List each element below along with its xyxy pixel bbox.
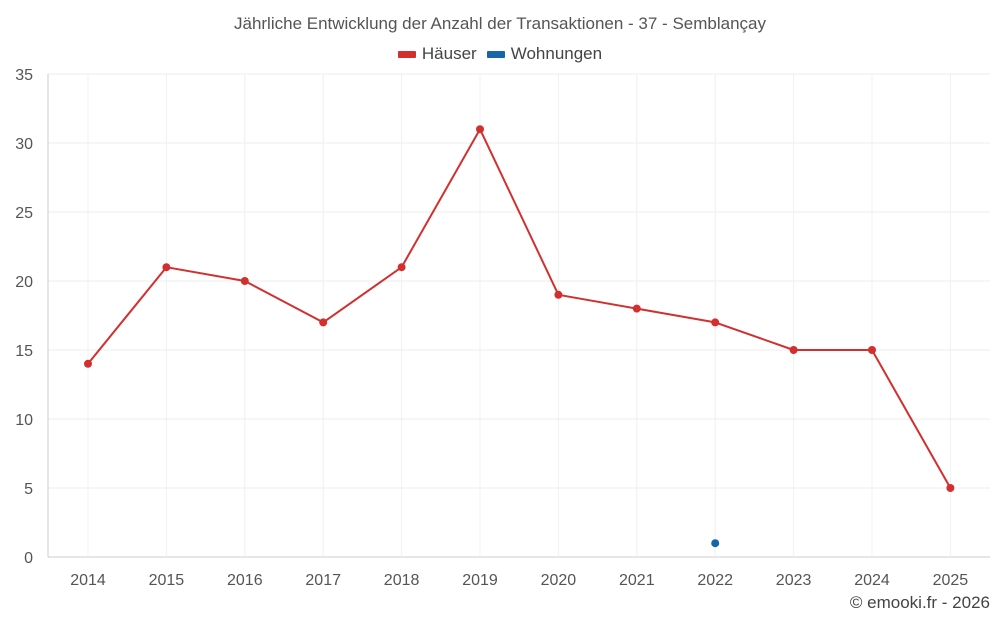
legend-item-wohnungen[interactable]: Wohnungen xyxy=(486,44,603,64)
data-point-0 xyxy=(554,290,563,299)
x-tick-label: 2015 xyxy=(149,572,185,589)
data-point-0 xyxy=(789,346,798,354)
y-tick-label: 20 xyxy=(15,274,33,291)
data-point-0 xyxy=(868,346,876,354)
legend-swatch-haeuser xyxy=(397,50,416,58)
legend-swatch-wohnungen xyxy=(486,50,505,58)
data-point-1 xyxy=(711,539,720,548)
chart-title: Jährliche Entwicklung der Anzahl der Tra… xyxy=(233,14,766,33)
y-tick-label: 10 xyxy=(15,412,33,429)
y-tick-label: 25 xyxy=(15,205,33,222)
data-point-0 xyxy=(632,304,641,313)
x-tick-label: 2025 xyxy=(933,572,969,589)
x-tick-label: 2022 xyxy=(697,572,733,589)
y-tick-label: 35 xyxy=(15,67,33,84)
data-point-0 xyxy=(946,484,955,492)
x-tick-label: 2023 xyxy=(776,572,812,589)
x-tick-label: 2019 xyxy=(462,572,498,589)
data-point-0 xyxy=(162,263,171,272)
series-line-0 xyxy=(87,128,952,489)
data-point-0 xyxy=(240,277,249,285)
legend-label-wohnungen: Wohnungen xyxy=(510,44,603,63)
x-tick-label: 2021 xyxy=(619,572,655,589)
x-tick-label: 2014 xyxy=(70,572,106,589)
x-tick-label: 2024 xyxy=(854,572,890,589)
credit-text: © emooki.fr - 2026 xyxy=(849,593,990,612)
y-tick-label: 30 xyxy=(15,136,33,153)
x-tick-label: 2020 xyxy=(541,572,577,589)
x-tick-label: 2017 xyxy=(305,572,341,589)
x-tick-label: 2018 xyxy=(384,572,420,589)
legend-item-haeuser[interactable]: Häuser xyxy=(397,44,477,64)
data-point-0 xyxy=(397,263,406,272)
legend: Häuser Wohnungen xyxy=(0,44,1000,64)
data-point-0 xyxy=(84,359,92,368)
y-tick-label: 5 xyxy=(24,481,33,498)
y-tick-label: 0 xyxy=(24,550,33,567)
x-tick-label: 2016 xyxy=(227,572,263,589)
legend-label-haeuser: Häuser xyxy=(421,44,477,63)
data-point-0 xyxy=(476,125,484,134)
data-point-0 xyxy=(711,318,720,327)
data-point-0 xyxy=(319,318,328,327)
y-tick-label: 15 xyxy=(15,343,33,360)
